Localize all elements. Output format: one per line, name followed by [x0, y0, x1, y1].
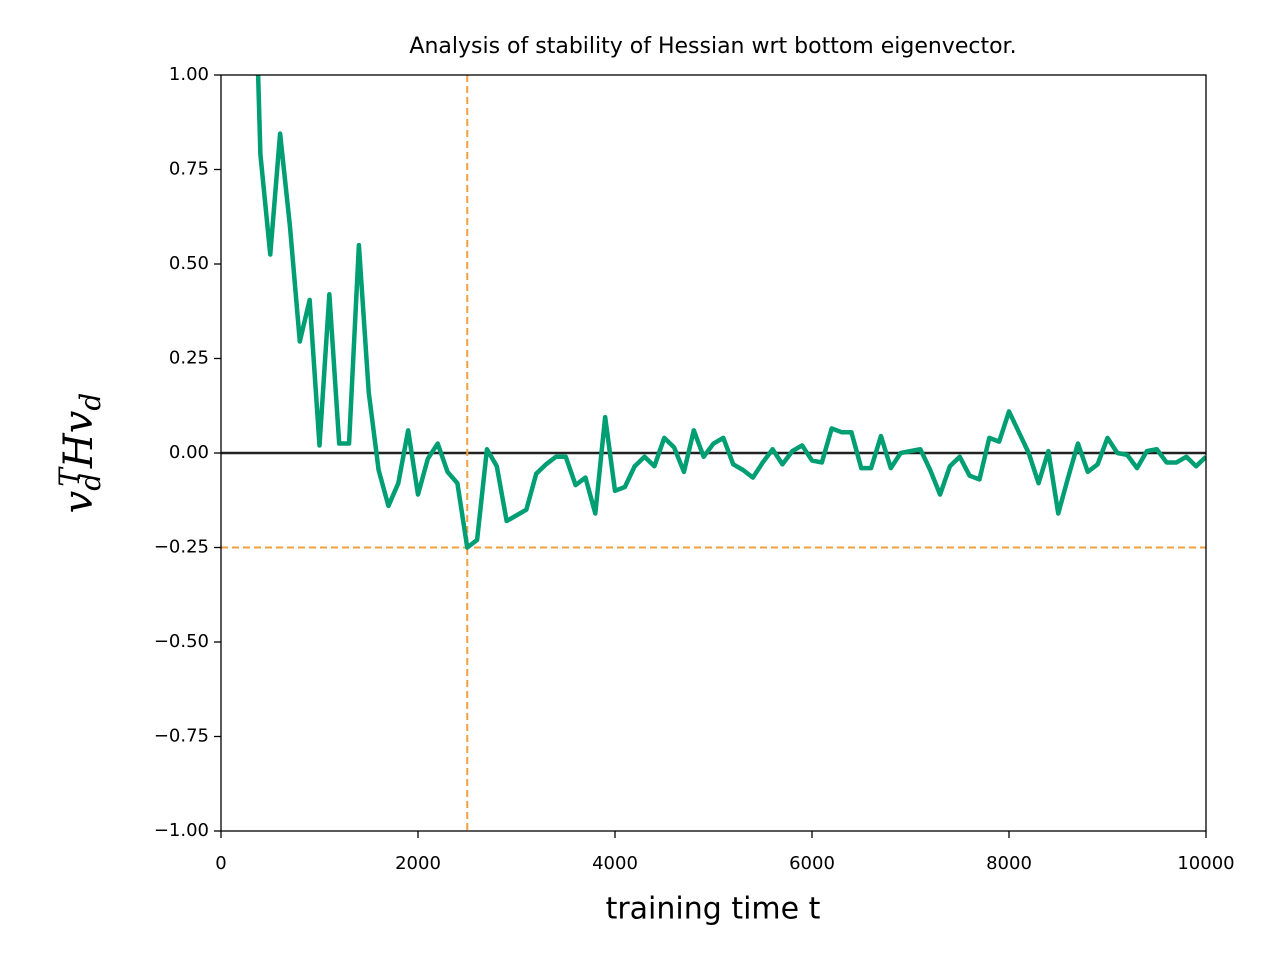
x-tick-label: 6000 [789, 853, 835, 874]
x-tick-label: 4000 [592, 853, 638, 874]
y-tick-label: −0.25 [154, 537, 209, 558]
plot-frame [220, 74, 1207, 832]
x-axis-label: training time t [606, 892, 821, 927]
x-tick-label: 8000 [986, 853, 1032, 874]
y-tick-label: −0.75 [154, 726, 209, 747]
y-tick-label: 0.00 [169, 442, 209, 463]
y-label-part: H [56, 432, 102, 469]
y-tick-label: 0.50 [169, 253, 209, 274]
x-tick-label: 0 [215, 853, 226, 874]
y-tick-label: −0.50 [154, 631, 209, 652]
y-tick-label: −1.00 [154, 820, 209, 841]
x-tick-label: 10000 [1177, 853, 1234, 874]
y-tick-label: 0.75 [169, 159, 209, 180]
y-tick-label: 0.25 [169, 348, 209, 369]
y-label-part: v [56, 490, 102, 513]
y-label-part: d [74, 393, 107, 411]
x-tick-label: 2000 [395, 853, 441, 874]
y-axis-label: vdTHvd [53, 393, 107, 514]
y-tick-label: 1.00 [169, 64, 209, 85]
y-label-part: v [56, 410, 102, 433]
y-label-part: T [53, 466, 86, 487]
chart-title: Analysis of stability of Hessian wrt bot… [409, 34, 1016, 59]
y-label-part: d [74, 473, 107, 491]
data-line [255, 75, 1206, 550]
